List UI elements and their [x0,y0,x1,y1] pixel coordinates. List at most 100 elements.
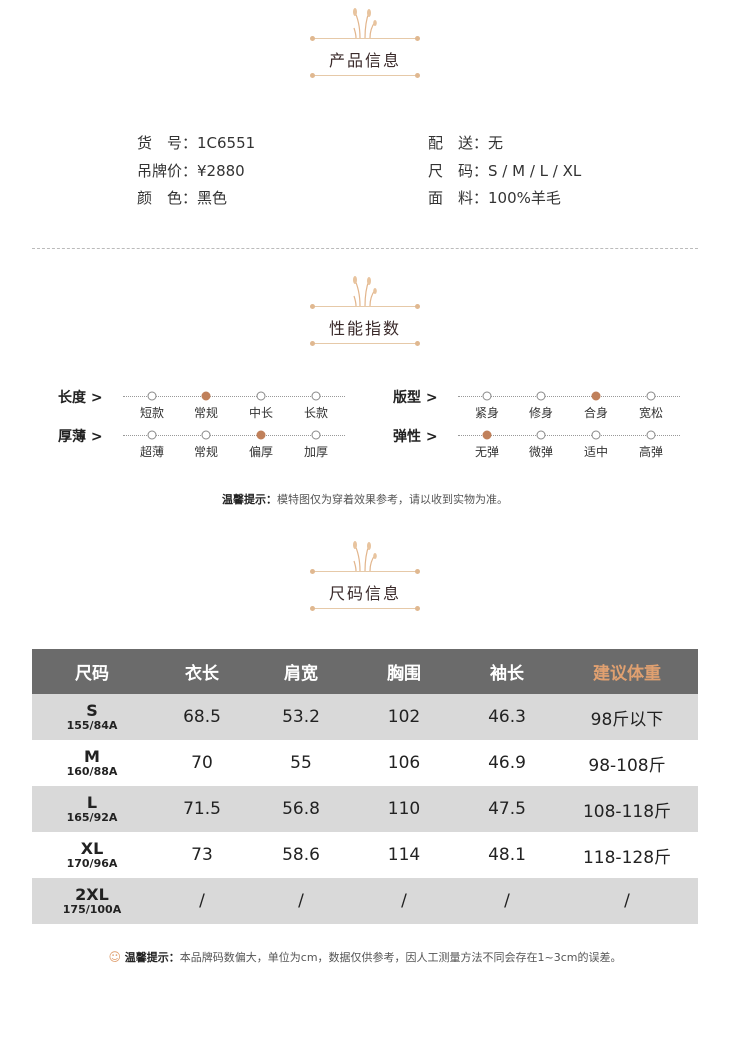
item-number: 货 号：1C6551 [137,134,256,152]
table-cell: 58.6 [282,845,320,865]
section-title: 尺码信息 [328,584,401,603]
performance-label: 厚薄 > [58,429,103,445]
performance-option: 高弹 [638,445,664,459]
table-cell: 55 [290,753,312,773]
product-info-right: 配 送：无 尺 码：S / M / L / XL 面 料：100%羊毛 [428,130,581,213]
ornament-line [310,36,420,41]
size-cell: 2XL 175/100A [32,878,152,924]
note-title: 温馨提示： [124,951,180,964]
performance-scale [123,396,345,397]
table-cell: / [350,878,458,924]
dot [201,430,211,440]
fabric: 面 料：100%羊毛 [428,189,561,207]
performance-option: 短款 [139,406,165,420]
performance-scale [458,435,680,436]
table-cell: 71.5 [152,786,252,832]
size-code: 170/96A [66,856,118,870]
table-cell: 102 [350,694,458,740]
size-label: 2XL [75,884,109,904]
wheat-icon [353,541,377,572]
size-table: 尺码 衣长 肩宽 胸围 袖长 建议体重 S 155/84A 68.5 53.2 102 46.3 98… [32,649,698,924]
ornament-line [310,606,420,611]
ornament-line [310,341,420,346]
size-label: L [86,792,98,812]
table-cell: 46.3 [458,694,556,740]
dot [311,430,321,440]
table-cell: 46.9 [488,753,526,773]
table-cell: 48.1 [488,845,526,865]
note-title: 温馨提示： [222,493,277,506]
performance-scale [458,396,680,397]
table-cell: 73 [191,845,213,865]
size-cell: M 160/88A [32,740,152,786]
size-cell: L 165/92A [32,786,152,832]
ornament-line [310,304,420,309]
column-header: 建议体重 [556,649,698,694]
table-cell: / [556,878,698,924]
table-cell: 110 [350,786,458,832]
dot [646,391,656,401]
dot [256,391,266,401]
note-text: 本品牌码数偏大，单位为cm，数据仅供参考，因人工测量方法不同会存在1~3cm的误… [179,951,622,964]
performance-note: 温馨提示：模特图仅为穿着效果参考，请以收到实物为准。 [0,491,730,507]
performance-option: 合身 [583,406,609,420]
delivery: 配 送：无 [428,134,504,152]
performance-label: 弹性 > [393,429,438,445]
performance-option: 加厚 [303,445,329,459]
table-cell: 47.5 [458,786,556,832]
performance-option: 适中 [583,445,609,459]
table-row: XL 170/96A 73 58.6 114 48.1 118-128斤 [32,832,698,878]
selected-dot [201,391,211,401]
table-row: M 160/88A 70 55 106 46.9 98-108斤 [32,740,698,786]
performance-option: 中长 [248,406,274,420]
table-row: S 155/84A 68.5 53.2 102 46.3 98斤以下 [32,694,698,740]
section-header-performance: 性能指数 [0,268,730,358]
size-label: S [86,700,98,720]
size-label: XL [80,838,104,858]
table-cell: 106 [387,753,421,773]
performance-option: 长款 [303,406,329,420]
table-cell: 98斤以下 [556,694,698,740]
performance-option: 宽松 [638,406,664,420]
performance-option: 常规 [193,445,219,459]
table-row: L 165/92A 71.5 56.8 110 47.5 108-118斤 [32,786,698,832]
section-title: 产品信息 [328,51,401,70]
table-cell: 108-118斤 [556,786,698,832]
column-header: 衣长 [152,649,252,694]
table-cell: 53.2 [252,694,350,740]
note-text: 模特图仅为穿着效果参考，请以收到实物为准。 [277,493,508,506]
wheat-icon [353,8,377,39]
performance-option: 微弹 [528,445,554,459]
performance-option: 修身 [528,406,554,420]
smile-icon: ☺ [108,950,125,964]
size-label: M [84,746,100,766]
table-cell: 70 [191,753,213,773]
dot [311,391,321,401]
size-code: 155/84A [66,718,118,732]
performance-scale [123,435,345,436]
selected-dot [256,430,266,440]
column-header: 袖长 [458,649,556,694]
size-code: 165/92A [66,810,118,824]
dot [147,430,157,440]
ornament-line [310,569,420,574]
table-cell: 68.5 [152,694,252,740]
table-cell: / [458,878,556,924]
wheat-icon [353,276,377,307]
size-cell: XL 170/96A [32,832,152,878]
performance-option: 紧身 [474,406,500,420]
section-header-size: 尺码信息 [0,533,730,623]
size-note: ☺ 温馨提示：本品牌码数偏大，单位为cm，数据仅供参考，因人工测量方法不同会存在… [0,949,730,965]
tag-price: 吊牌价：¥2880 [137,161,245,180]
selected-dot [591,391,601,401]
size-code: 175/100A [62,902,122,916]
ornament-line [310,73,420,78]
color: 颜 色：黑色 [137,189,228,207]
dot [482,391,492,401]
product-info-left: 货 号：1C6551 吊牌价：¥2880 颜 色：黑色 [137,130,255,213]
dot [591,430,601,440]
performance-label: 长度 > [58,390,103,406]
selected-dot [482,430,492,440]
dot [536,430,546,440]
dot [147,391,157,401]
